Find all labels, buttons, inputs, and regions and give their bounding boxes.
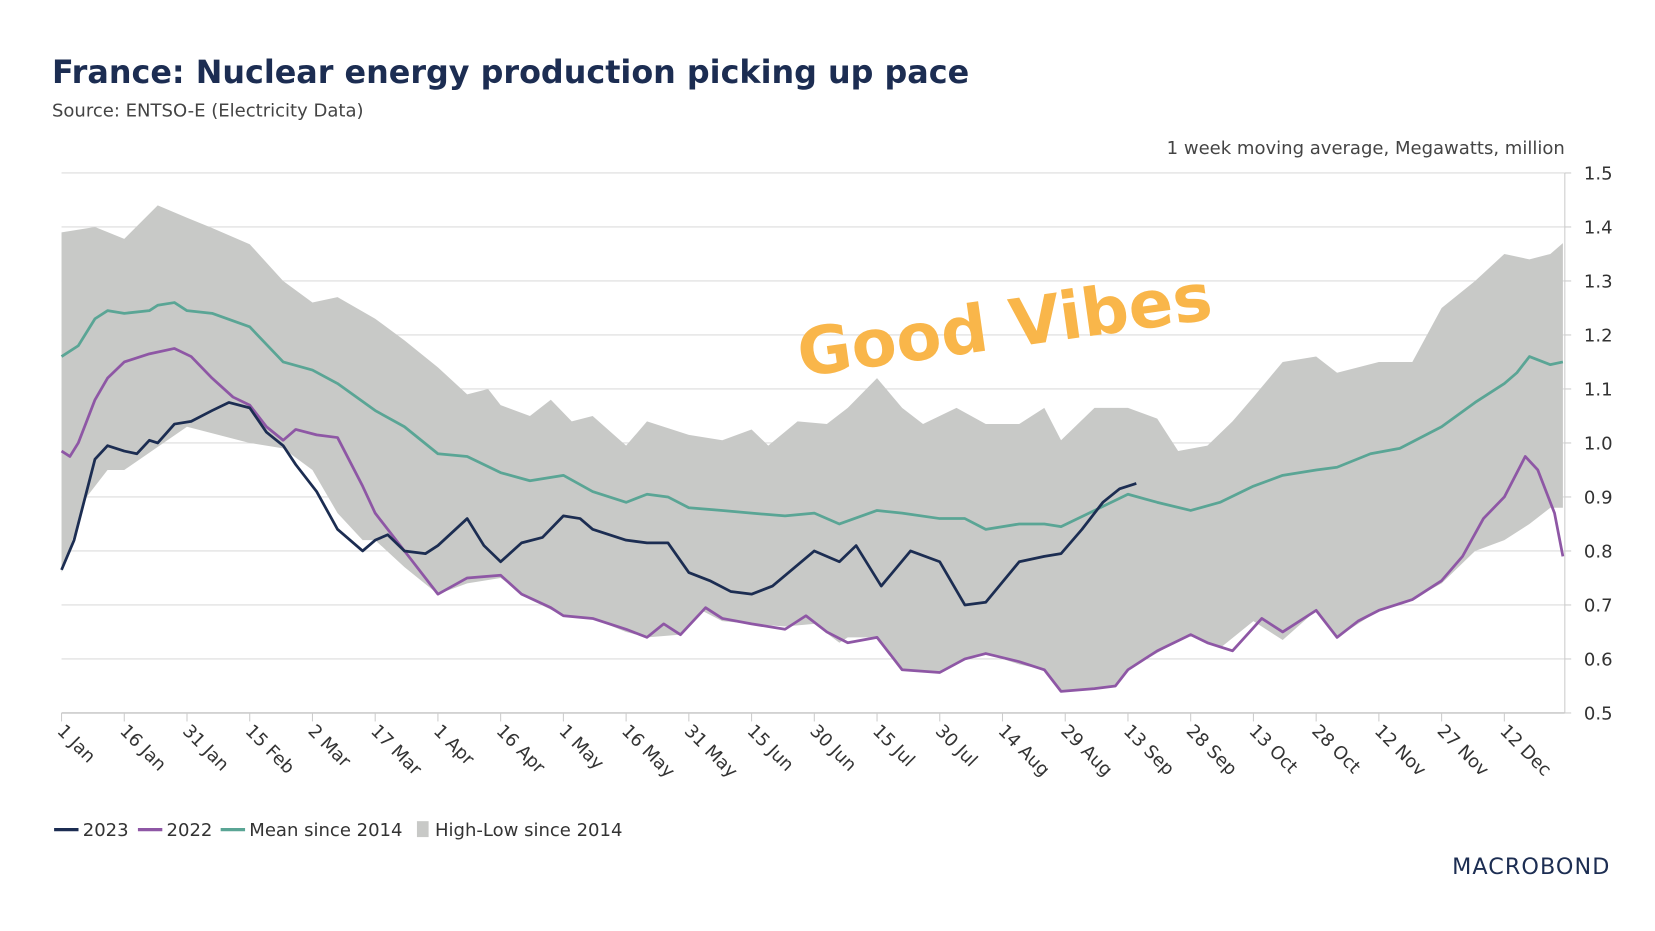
line-mean-since-2014: [60, 301, 1564, 531]
y-tick-label: 0.5: [1584, 703, 1613, 724]
x-tick-label: 13 Oct: [1245, 721, 1302, 778]
y-tick-label: 0.7: [1584, 595, 1613, 616]
legend-mean: Mean since 2014: [249, 820, 402, 841]
x-tick-label: 16 Apr: [492, 721, 550, 779]
y-tick-label: 0.9: [1584, 487, 1613, 508]
legend: 2023 2022 Mean since 2014 High-Low since…: [54, 820, 622, 841]
x-tick-label: 15 Jun: [743, 721, 798, 776]
x-tick-label: 2 Mar: [304, 721, 355, 772]
x-tick-label: 13 Sep: [1119, 721, 1178, 780]
chart-title: France: Nuclear energy production pickin…: [52, 53, 969, 91]
x-tick-label: 12 Nov: [1370, 721, 1430, 781]
x-tick-label: 27 Nov: [1433, 721, 1493, 781]
y-tick-label: 1.4: [1584, 217, 1613, 238]
x-tick-label: 15 Feb: [241, 721, 299, 779]
x-tick-label: 16 Jan: [115, 721, 170, 776]
high-low-band: [61, 205, 1563, 692]
x-tick-label: 28 Oct: [1307, 721, 1364, 778]
y-tick-label: 1.3: [1584, 271, 1613, 292]
x-tick-label: 16 May: [617, 721, 679, 783]
x-tick-label: 1 May: [555, 721, 609, 775]
x-tick-label: 15 Jul: [868, 721, 918, 771]
x-tick-label: 30 Jun: [805, 721, 860, 776]
x-tick-label: 17 Mar: [366, 721, 426, 781]
y-tick-label: 1.1: [1584, 379, 1613, 400]
y-tick-label: 0.8: [1584, 541, 1613, 562]
y-tick-label: 1.2: [1584, 325, 1613, 346]
x-tick-label: 29 Aug: [1056, 721, 1116, 781]
y-tick-label: 1.5: [1584, 163, 1613, 184]
line-2022: [60, 347, 1565, 693]
legend-band: High-Low since 2014: [435, 820, 622, 841]
legend-2023: 2023: [83, 820, 129, 841]
good-vibes-annotation: Good Vibes: [792, 258, 1216, 392]
x-tick-label: 1 Apr: [429, 721, 478, 770]
macrobond-logo: MACROBOND: [1452, 854, 1610, 880]
x-tick-label: 28 Sep: [1182, 721, 1241, 780]
legend-swatch-band: [416, 821, 429, 838]
chart-source: Source: ENTSO-E (Electricity Data): [52, 101, 364, 122]
x-tick-label: 31 Jan: [178, 721, 233, 776]
x-tick-label: 1 Jan: [53, 721, 100, 768]
y-tick-label: 0.6: [1584, 649, 1613, 670]
series-lines: [60, 301, 1565, 693]
units-label: 1 week moving average, Megawatts, millio…: [1167, 138, 1565, 159]
line-2023: [60, 401, 1137, 607]
legend-2022: 2022: [167, 820, 213, 841]
x-tick-label: 14 Aug: [994, 721, 1054, 781]
y-tick-label: 1.0: [1584, 433, 1613, 454]
x-tick-label: 30 Jul: [931, 721, 981, 771]
x-tick-label: 12 Dec: [1496, 721, 1556, 781]
x-tick-label: 31 May: [680, 721, 742, 783]
